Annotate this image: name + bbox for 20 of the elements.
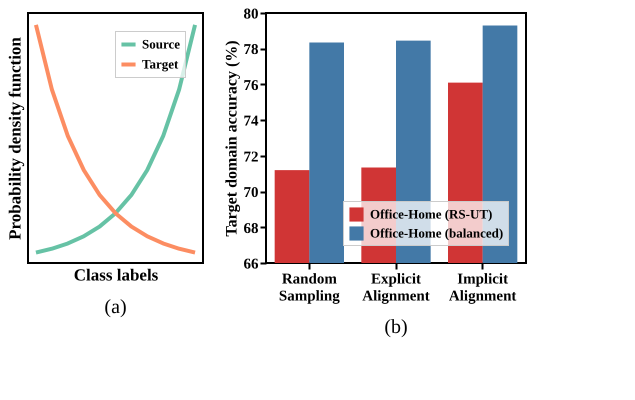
legend-label: Target: [142, 56, 180, 72]
y-axis-title: Probability density function: [6, 36, 24, 240]
legend-label: Office-Home (balanced): [370, 226, 504, 240]
y-tick-label: 80: [244, 6, 258, 22]
x-tick-label: Implicit Alignment: [448, 272, 516, 304]
y-tick-label: 78: [244, 42, 258, 58]
text: (b): [384, 316, 408, 338]
x-tick-label: Explicit Alignment: [362, 272, 430, 304]
y-axis-title: Target domain accuracy (%): [224, 40, 240, 237]
legend-label: Office-Home (RS-UT): [370, 206, 492, 222]
x-tick-label: Random Sampling: [278, 272, 340, 304]
y-tick-label: 76: [244, 78, 259, 94]
y-tick-label: 66: [244, 256, 259, 272]
y-tick-label: 74: [244, 114, 259, 130]
y-tick-label: 72: [244, 149, 258, 166]
y-tick-label: 70: [244, 185, 258, 202]
legend-label: Source: [142, 36, 180, 52]
text: (a): [104, 296, 127, 318]
x-axis-title: Class labels: [74, 266, 159, 284]
y-tick-label: 68: [244, 220, 258, 237]
